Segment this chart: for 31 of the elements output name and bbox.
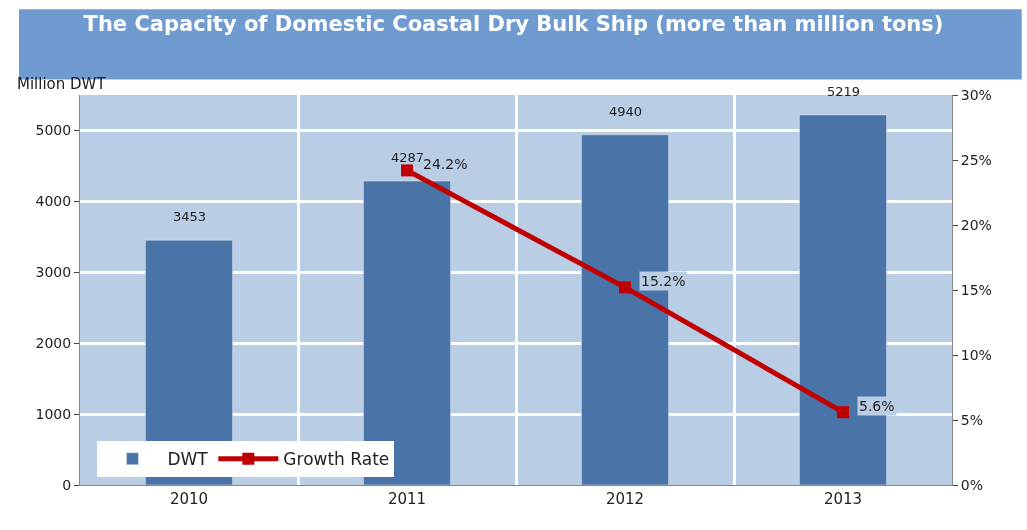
legend-label: DWT	[167, 449, 209, 470]
y2-tick-label: 20%	[960, 216, 992, 233]
point	[837, 406, 849, 419]
y-axis-title: Million DWT	[17, 75, 107, 93]
data-label: 4940	[609, 104, 643, 119]
y-tick-label: 2000	[35, 335, 72, 352]
chart-title: The Capacity of Domestic Coastal Dry Bulk Ship (more than million tons)	[83, 12, 944, 37]
x-tick-label: 2011	[387, 490, 427, 508]
x-tick-label: 2010	[169, 490, 209, 508]
data-label: 15.2%	[641, 273, 686, 289]
y-tick-label: 1000	[35, 405, 72, 422]
point	[401, 164, 413, 177]
y2-tick-label: 30%	[960, 86, 992, 103]
data-label: 24.2%	[423, 156, 468, 172]
y2-tick-label: 5%	[960, 411, 984, 428]
data-label: 5219	[827, 84, 861, 99]
y2-tick-label: 0%	[960, 476, 984, 493]
y2-tick-label: 10%	[960, 346, 992, 363]
y2-tick-label: 15%	[960, 281, 992, 298]
x-tick-label: 2013	[823, 490, 863, 508]
y2-tick-label: 25%	[960, 151, 992, 168]
y-tick-label: 5000	[35, 122, 72, 139]
x-tick-label: 2012	[605, 490, 645, 508]
point	[619, 281, 631, 294]
y-tick-label: 0	[62, 476, 72, 493]
legend-label: Growth Rate	[283, 449, 390, 470]
data-label: 5.6%	[859, 398, 895, 414]
data-label: 3453	[173, 209, 207, 224]
y-tick-label: 3000	[35, 264, 72, 281]
data-label: 4287	[391, 150, 425, 165]
y-tick-label: 4000	[35, 193, 72, 210]
